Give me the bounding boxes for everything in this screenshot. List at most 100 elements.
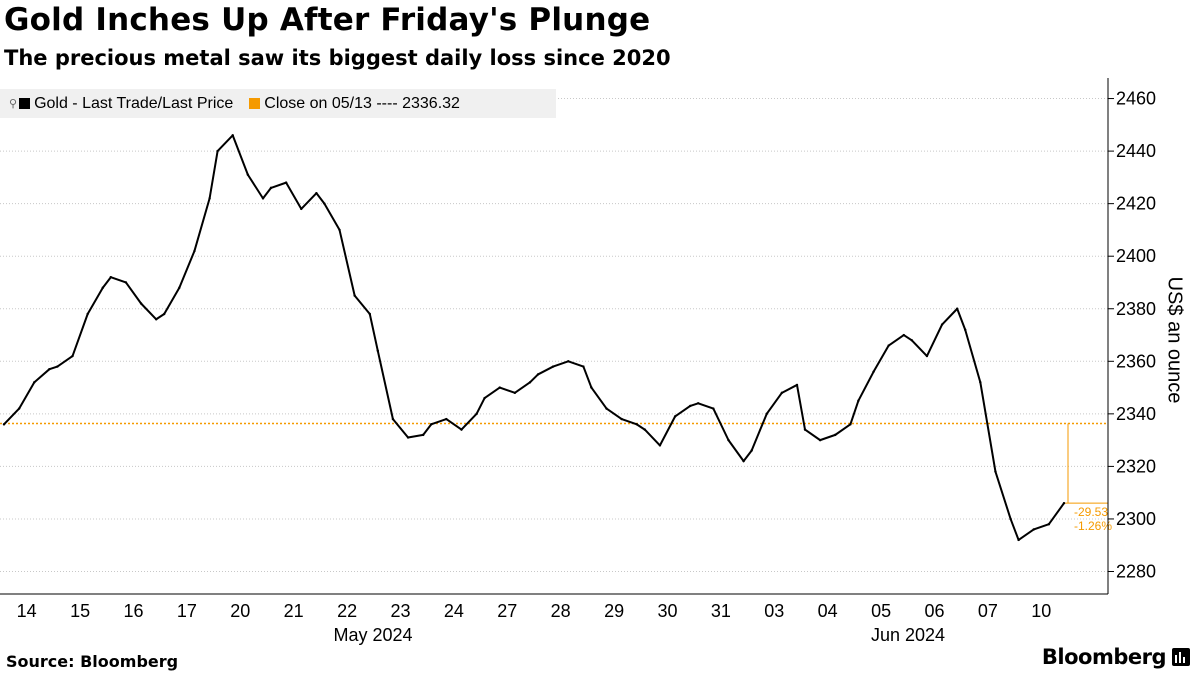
series-point	[795, 383, 799, 387]
series-segment	[1032, 523, 1050, 531]
series-point	[887, 344, 890, 347]
series-point	[406, 436, 410, 439]
series-segment	[956, 307, 967, 331]
series-point	[178, 286, 181, 289]
series-segment	[658, 415, 677, 447]
series-segment	[902, 334, 913, 342]
series-segment	[727, 439, 745, 463]
series-segment	[163, 286, 181, 316]
reference-line-layer: -29.53-1.26%	[0, 422, 1112, 533]
series-segment	[552, 360, 570, 368]
x-tick-label: 22	[337, 601, 357, 621]
series-segment	[1017, 528, 1035, 541]
series-segment	[285, 181, 303, 210]
series-point	[33, 381, 36, 384]
series-point	[528, 381, 532, 384]
series-segment	[208, 150, 219, 200]
series-segment	[765, 391, 783, 415]
series-point	[483, 396, 486, 400]
series-segment	[635, 423, 646, 431]
y-tick-label: 2460	[1116, 89, 1156, 109]
series-point	[71, 354, 74, 358]
x-tick-label: 29	[604, 601, 624, 621]
series-segment	[857, 370, 875, 402]
series-point	[712, 407, 715, 410]
series-segment	[475, 397, 486, 415]
series-point	[834, 433, 837, 437]
series-segment	[300, 192, 318, 210]
series-segment	[750, 412, 768, 452]
legend-swatch-reference	[249, 98, 261, 109]
y-tick-label: 2320	[1116, 456, 1156, 476]
x-tick-label: 23	[390, 601, 410, 621]
series-point	[124, 281, 128, 284]
series-segment	[964, 328, 982, 384]
series-point	[635, 423, 638, 426]
series-point	[902, 333, 905, 337]
legend-item-reference[interactable]: Close on 05/13 ---- 2336.32	[249, 95, 460, 113]
series-point	[925, 354, 929, 358]
series-point	[353, 294, 356, 297]
series-point	[1047, 523, 1051, 526]
chart-subtitle: The precious metal saw its biggest daily…	[4, 46, 671, 70]
series-point	[139, 302, 143, 305]
series-point	[658, 444, 662, 447]
series-segment	[3, 407, 21, 426]
series-segment	[590, 386, 608, 410]
series-point	[872, 370, 875, 374]
series-point	[323, 202, 326, 205]
series-segment	[712, 407, 730, 442]
series-point	[155, 318, 158, 321]
series-segment	[834, 423, 852, 436]
pin-icon[interactable]: ⚲	[9, 98, 18, 110]
series-point	[689, 404, 692, 408]
series-point	[208, 197, 211, 200]
x-tick-label: 28	[551, 601, 571, 621]
series-segment	[246, 173, 264, 200]
series-segment	[48, 365, 59, 371]
series-segment	[498, 386, 516, 394]
series-segment	[1047, 502, 1065, 526]
series-point	[1032, 528, 1035, 531]
series-point	[338, 228, 341, 232]
source-note: Source: Bloomberg	[6, 652, 179, 671]
series-segment	[216, 134, 234, 153]
series-segment	[605, 407, 623, 421]
series-segment	[86, 286, 104, 316]
chart-title: Gold Inches Up After Friday's Plunge	[4, 2, 651, 38]
series-point	[940, 323, 944, 326]
series-segment	[391, 418, 410, 439]
y-tick-label: 2300	[1116, 509, 1156, 529]
series-segment	[445, 418, 463, 431]
series-point	[246, 173, 250, 176]
series-point	[803, 428, 807, 431]
series-layer	[2, 134, 1066, 542]
series-point	[475, 412, 478, 416]
series-point	[643, 428, 646, 431]
x-tick-label: 10	[1031, 601, 1051, 621]
y-tick-label: 2400	[1116, 246, 1156, 266]
series-segment	[1009, 517, 1020, 541]
series-segment	[124, 281, 143, 305]
series-segment	[849, 399, 860, 426]
x-tick-label: 24	[444, 601, 464, 621]
series-segment	[513, 381, 531, 394]
series-point	[231, 134, 234, 137]
series-point	[56, 365, 59, 368]
x-tick-label: 05	[871, 601, 891, 621]
series-segment	[887, 334, 905, 347]
series-point	[163, 312, 166, 316]
legend: ⚲ Gold - Last Trade/Last Price Close on …	[0, 89, 556, 118]
series-point	[445, 417, 448, 421]
brand-logo: Bloomberg	[1042, 645, 1190, 669]
series-segment	[620, 418, 638, 426]
series-segment	[742, 449, 753, 463]
series-segment	[323, 202, 341, 231]
legend-label-reference: Close on 05/13 ---- 2336.32	[264, 94, 460, 112]
series-segment	[353, 294, 371, 316]
series-point	[513, 391, 517, 395]
legend-item-gold[interactable]: Gold - Last Trade/Last Price	[19, 95, 233, 113]
x-tick-label: 31	[711, 601, 731, 621]
series-point	[376, 349, 379, 352]
